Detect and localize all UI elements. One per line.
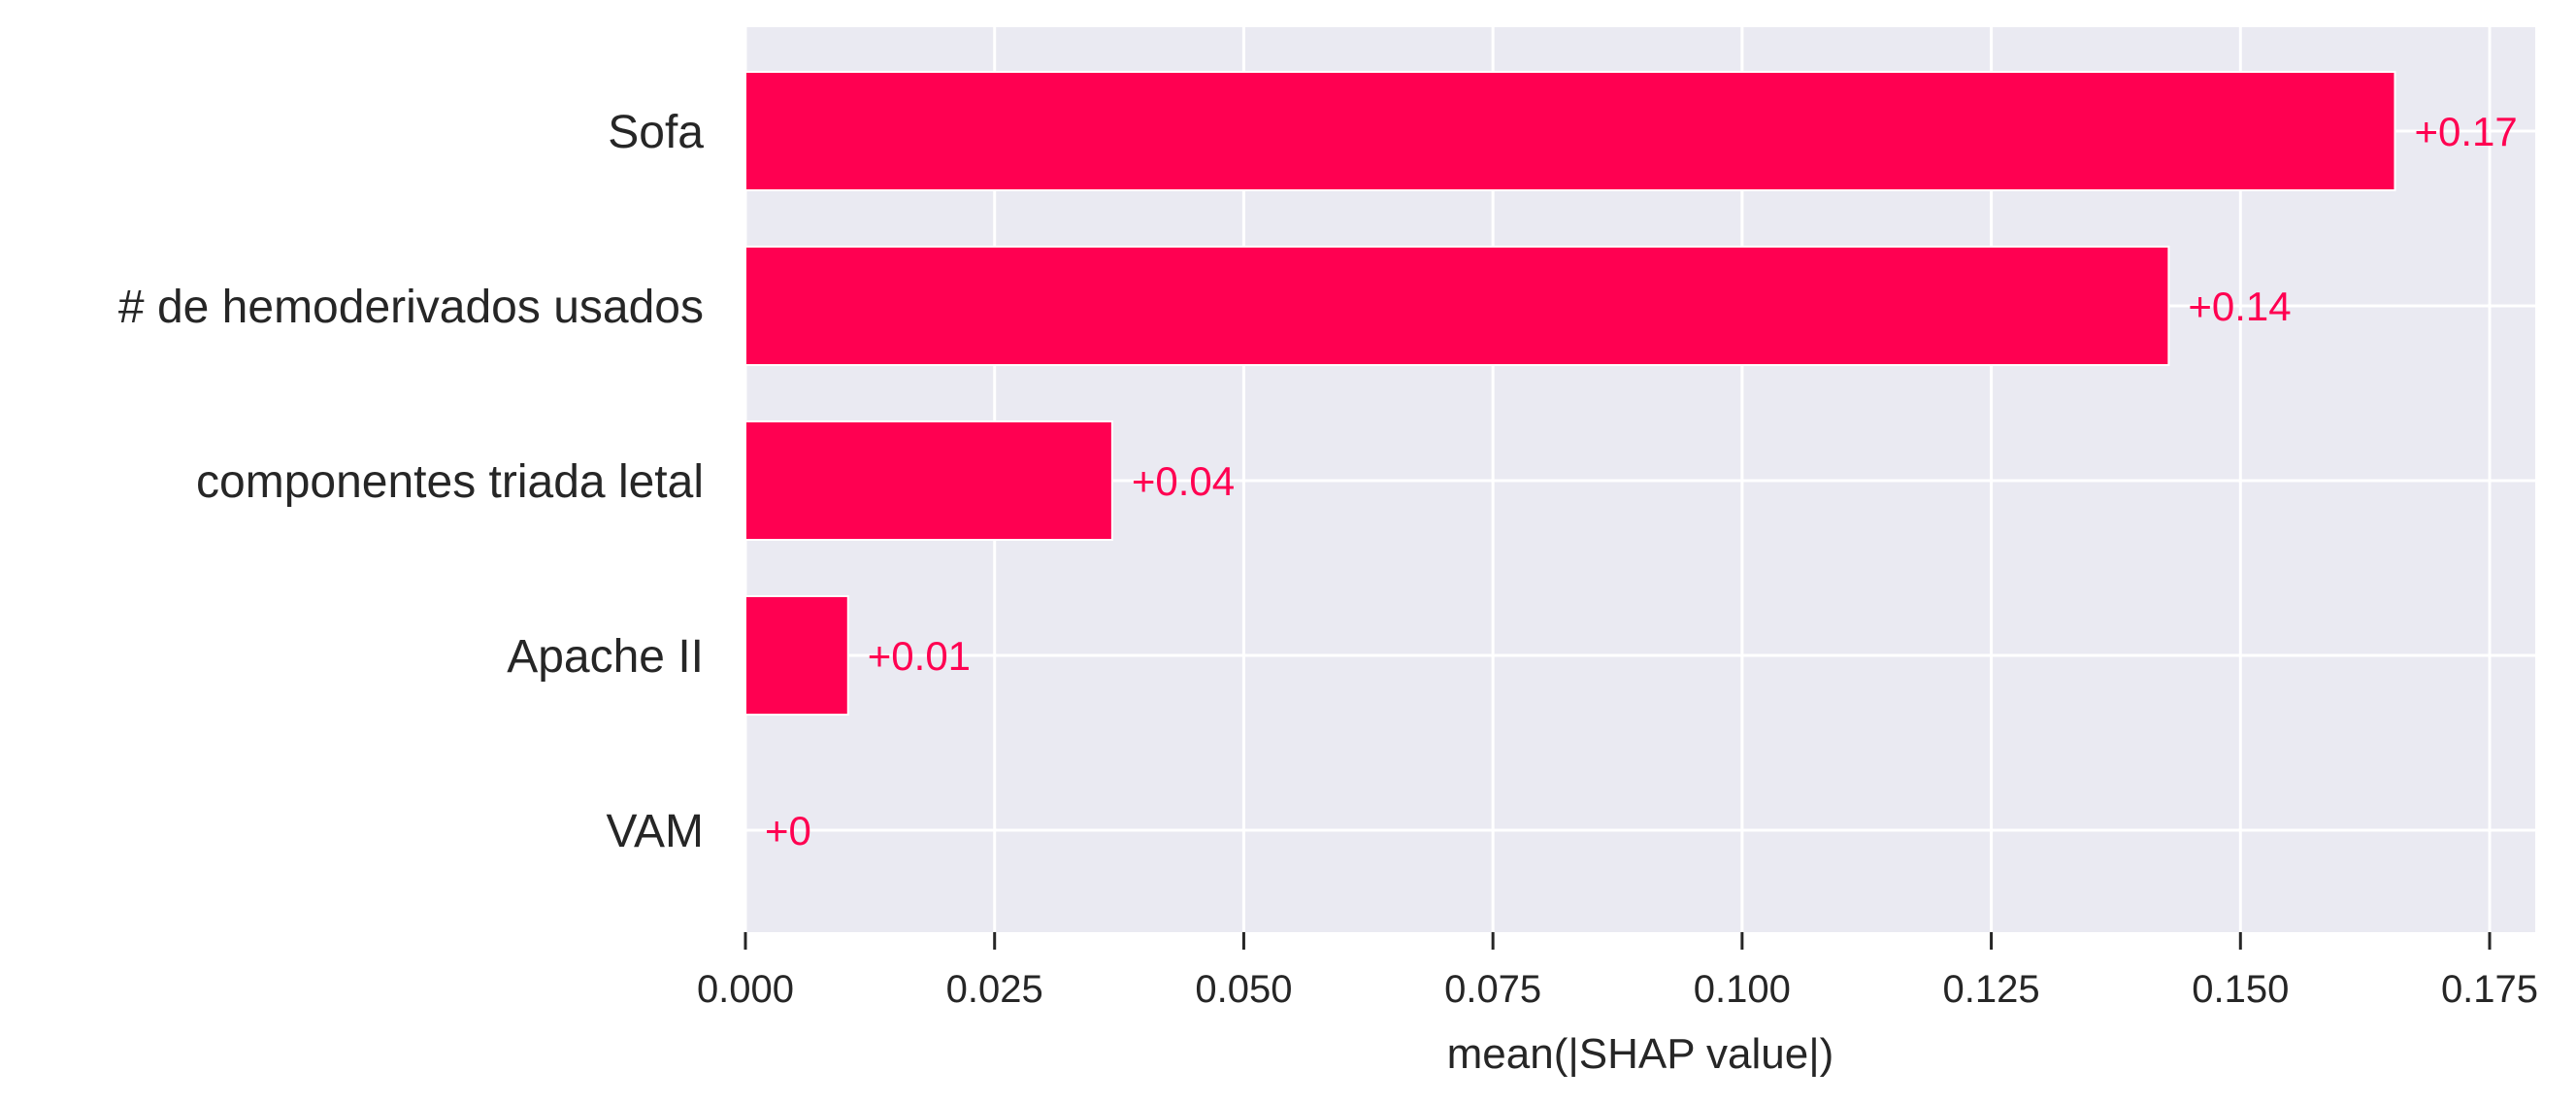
x-tick-label: 0.150 [2192, 968, 2289, 1011]
bar-value-label: +0.04 [1132, 458, 1235, 504]
x-tick-label: 0.075 [1444, 968, 1541, 1011]
x-tick-label: 0.000 [697, 968, 794, 1011]
feature-label: Apache II [507, 631, 704, 683]
x-tick-label: 0.100 [1694, 968, 1791, 1011]
x-tick-label: 0.050 [1195, 968, 1292, 1011]
x-axis-title: mean(|SHAP value|) [1447, 1030, 1834, 1078]
bar-value-label: +0.14 [2188, 284, 2291, 329]
bar [745, 596, 848, 715]
x-tick-label: 0.125 [1943, 968, 2040, 1011]
x-tick-label: 0.025 [946, 968, 1043, 1011]
bar [745, 72, 2394, 190]
bar [745, 247, 2168, 365]
feature-label: Sofa [608, 107, 704, 158]
feature-labels: Sofa # de hemoderivados usados componentes… [118, 107, 704, 857]
x-axis-ticks: 0.000 0.025 0.050 0.075 0.100 0.125 0.150 0.175 [697, 932, 2538, 1011]
bar-value-label: +0.17 [2414, 109, 2517, 154]
x-tick-label: 0.175 [2441, 968, 2538, 1011]
feature-label: # de hemoderivados usados [118, 282, 704, 333]
bar-value-label: +0.01 [868, 633, 971, 679]
feature-label: componentes triada letal [196, 456, 704, 508]
bar-value-label: +0 [765, 808, 811, 853]
bar [745, 421, 1112, 540]
feature-label: VAM [607, 806, 704, 857]
